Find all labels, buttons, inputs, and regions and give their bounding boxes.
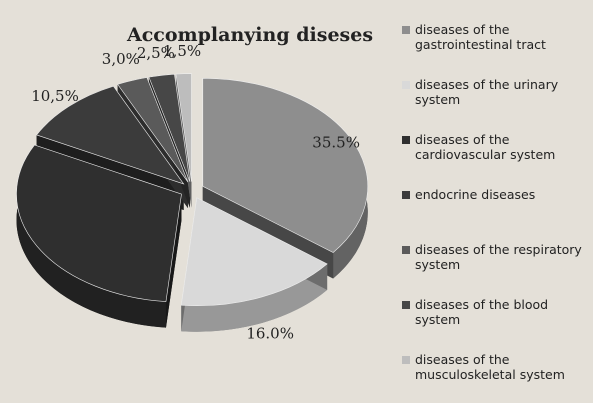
legend-item: diseases of the blood system [402, 297, 587, 352]
legend-item: diseases of the respiratory system [402, 242, 587, 297]
legend-item: diseases of the urinary system [402, 77, 587, 132]
legend-swatch [402, 26, 410, 34]
legend-item: diseases of the musculoskeletal system [402, 352, 587, 403]
legend-item: diseases of the cardiovascular system [402, 132, 587, 187]
legend-label: diseases of the gastrointestinal tract [415, 22, 546, 52]
legend: diseases of the gastrointestinal tract di… [402, 22, 587, 403]
legend-label: endocrine diseases [415, 187, 536, 202]
slice [117, 77, 189, 183]
legend-swatch [402, 136, 410, 144]
legend-label: diseases of the cardiovascular system [415, 132, 556, 162]
chart-title: Accomplanying diseses [126, 24, 373, 46]
slice [175, 73, 192, 182]
legend-label: diseases of the respiratory system [415, 242, 582, 272]
legend-label: diseases of the urinary system [415, 77, 559, 107]
data-label: 1,5% [163, 42, 201, 60]
slice [202, 78, 369, 253]
slice [180, 197, 328, 306]
legend-swatch [402, 246, 410, 254]
data-label: 10,5% [31, 87, 79, 105]
slice-side [181, 263, 328, 332]
legend-label: diseases of the musculoskeletal system [415, 352, 565, 382]
legend-swatch [402, 81, 410, 89]
data-label: 3,0% [102, 50, 140, 68]
slice [148, 73, 191, 182]
legend-swatch [402, 301, 410, 309]
slice-side [16, 145, 166, 328]
chart: Accomplanying diseses 35.5% 16.0% 10,5% 3,0… [16, 24, 373, 343]
data-label: 2,5% [137, 44, 175, 62]
slice [16, 144, 182, 302]
legend-label: diseases of the blood system [415, 297, 549, 327]
slice-side [165, 194, 182, 328]
data-label: 16.0% [246, 325, 294, 343]
slice [36, 85, 185, 185]
legend-item: diseases of the gastrointestinal tract [402, 22, 587, 77]
legend-swatch [402, 356, 410, 364]
data-label: 35.5% [312, 134, 360, 152]
legend-item: endocrine diseases [402, 187, 587, 242]
legend-swatch [402, 191, 410, 199]
